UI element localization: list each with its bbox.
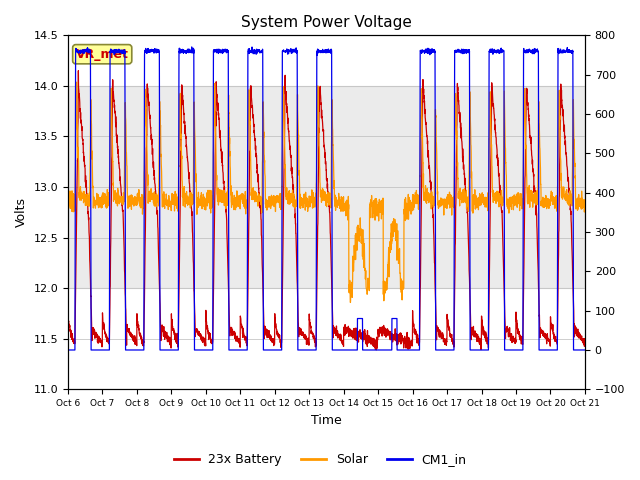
Solar: [285, 189, 292, 194]
CM1_in: [188, 44, 196, 50]
23x Battery: [154, 224, 162, 229]
CM1_in: [581, 347, 589, 353]
Solar: [154, 199, 162, 204]
23x Battery: [372, 347, 380, 353]
Solar: [571, 160, 579, 166]
23x Battery: [581, 341, 589, 347]
Solar: [73, 79, 81, 85]
CM1_in: [515, 347, 523, 353]
23x Battery: [285, 128, 292, 134]
Solar: [347, 300, 355, 305]
CM1_in: [285, 48, 292, 54]
Line: CM1_in: CM1_in: [68, 47, 585, 350]
Bar: [68, 86, 585, 288]
23x Battery: [515, 332, 523, 338]
Solar: [64, 198, 72, 204]
Solar: [581, 199, 589, 204]
CM1_in: [262, 347, 270, 353]
23x Battery: [74, 68, 82, 73]
CM1_in: [154, 48, 161, 54]
Solar: [262, 197, 270, 203]
Title: System Power Voltage: System Power Voltage: [241, 15, 412, 30]
CM1_in: [571, 347, 579, 353]
CM1_in: [123, 347, 131, 353]
23x Battery: [64, 307, 72, 313]
Text: VR_met: VR_met: [76, 48, 129, 61]
Y-axis label: Volts: Volts: [15, 197, 28, 228]
23x Battery: [124, 329, 131, 335]
CM1_in: [64, 347, 72, 353]
Line: 23x Battery: 23x Battery: [68, 71, 585, 350]
Solar: [515, 195, 523, 201]
Solar: [124, 183, 131, 189]
Line: Solar: Solar: [68, 82, 585, 302]
23x Battery: [571, 328, 579, 334]
X-axis label: Time: Time: [311, 414, 342, 427]
Legend: 23x Battery, Solar, CM1_in: 23x Battery, Solar, CM1_in: [168, 448, 472, 471]
23x Battery: [262, 330, 270, 336]
